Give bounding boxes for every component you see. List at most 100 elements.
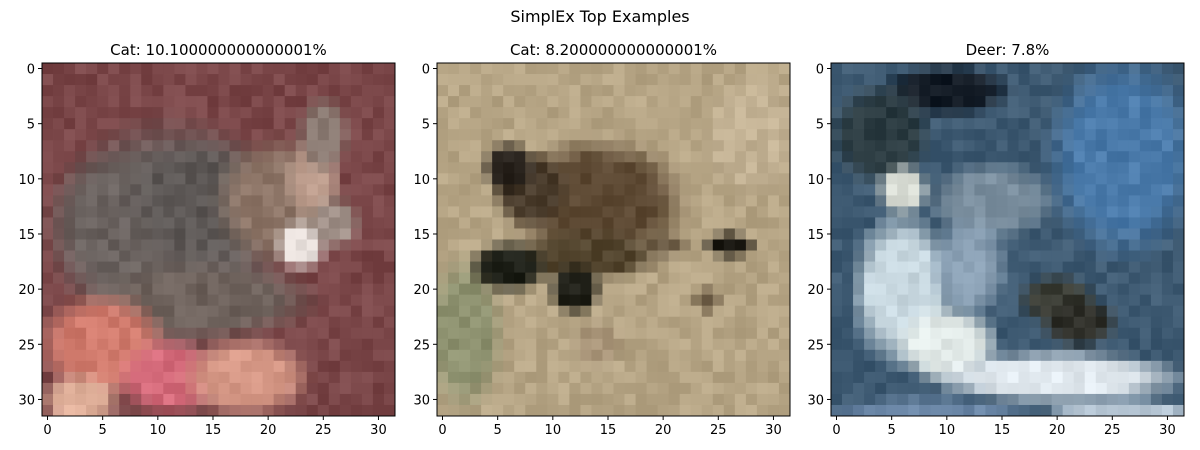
image-pixel (1007, 162, 1019, 174)
image-pixel (372, 151, 385, 163)
image-pixel (690, 85, 703, 97)
image-pixel (864, 63, 876, 75)
image-pixel (985, 151, 997, 163)
image-pixel (919, 294, 931, 307)
image-pixel (42, 393, 54, 406)
image-pixel (952, 107, 964, 119)
image-pixel (75, 184, 87, 196)
image-pixel (1106, 151, 1119, 163)
image-pixel (86, 294, 98, 307)
image-pixel (591, 217, 603, 229)
image-pixel (339, 107, 352, 119)
image-pixel (1018, 327, 1030, 340)
image-pixel (448, 239, 460, 251)
image-pixel (1150, 283, 1163, 296)
image-pixel (1139, 250, 1152, 262)
image-pixel (1073, 360, 1086, 373)
image-pixel (470, 118, 482, 130)
image-pixel (75, 195, 87, 207)
image-pixel (218, 173, 230, 185)
image-pixel (284, 272, 297, 285)
image-pixel (668, 63, 681, 75)
image-pixel (130, 316, 142, 329)
image-pixel (42, 294, 54, 307)
image-pixel (514, 151, 526, 163)
image-pixel (919, 96, 931, 108)
image-pixel (1128, 283, 1141, 296)
image-pixel (372, 283, 385, 296)
image-pixel (152, 85, 164, 97)
image-pixel (756, 393, 769, 406)
image-pixel (97, 173, 109, 185)
image-pixel (897, 118, 909, 130)
image-pixel (963, 195, 975, 207)
image-pixel (481, 107, 493, 119)
image-pixel (1029, 140, 1041, 152)
y-tick-label: 25 (18, 338, 35, 353)
image-pixel (350, 272, 363, 285)
image-pixel (908, 272, 920, 285)
image-pixel (229, 360, 241, 373)
image-pixel (141, 184, 153, 196)
image-pixel (97, 239, 109, 251)
image-pixel (734, 382, 747, 395)
image-pixel (339, 393, 352, 406)
image-pixel (481, 272, 493, 285)
image-pixel (1139, 85, 1152, 97)
image-pixel (1018, 63, 1030, 75)
image-pixel (1040, 107, 1053, 119)
image-pixel (712, 228, 725, 240)
image-pixel (767, 283, 780, 296)
image-pixel (853, 151, 865, 163)
image-pixel (240, 129, 252, 141)
image-pixel (591, 371, 603, 384)
image-pixel (328, 107, 341, 119)
image-pixel (75, 393, 87, 406)
image-pixel (119, 140, 131, 152)
image-pixel (842, 250, 854, 262)
image-pixel (1161, 228, 1174, 240)
image-pixel (1084, 228, 1097, 240)
image-pixel (119, 305, 131, 318)
image-pixel (930, 206, 942, 218)
image-pixel (350, 140, 363, 152)
image-pixel (448, 371, 460, 384)
image-pixel (119, 184, 131, 196)
image-pixel (1106, 195, 1119, 207)
image-pixel (842, 217, 854, 229)
image-pixel (723, 151, 736, 163)
image-pixel (53, 371, 65, 384)
image-pixel (646, 382, 659, 395)
image-pixel (668, 382, 681, 395)
image-pixel (853, 228, 865, 240)
image-pixel (383, 294, 396, 307)
image-pixel (372, 338, 385, 351)
image-pixel (853, 129, 865, 141)
image-pixel (1106, 360, 1119, 373)
image-pixel (152, 118, 164, 130)
image-pixel (996, 250, 1008, 262)
image-pixel (1139, 283, 1152, 296)
image-pixel (646, 129, 659, 141)
image-pixel (1051, 96, 1064, 108)
image-pixel (328, 382, 341, 395)
image-pixel (525, 338, 537, 351)
image-pixel (207, 228, 219, 240)
image-pixel (273, 173, 286, 185)
image-pixel (119, 294, 131, 307)
image-pixel (97, 162, 109, 174)
image-pixel (657, 63, 670, 75)
image-pixel (996, 151, 1008, 163)
image-pixel (624, 118, 636, 130)
image-pixel (1051, 151, 1064, 163)
image-pixel (64, 382, 76, 395)
image-pixel (875, 272, 887, 285)
image-pixel (251, 283, 264, 296)
image-pixel (1051, 294, 1064, 307)
image-pixel (273, 74, 286, 86)
image-pixel (864, 283, 876, 296)
image-pixel (1084, 206, 1097, 218)
image-pixel (339, 74, 352, 86)
image-pixel (75, 162, 87, 174)
image-pixel (42, 283, 54, 296)
